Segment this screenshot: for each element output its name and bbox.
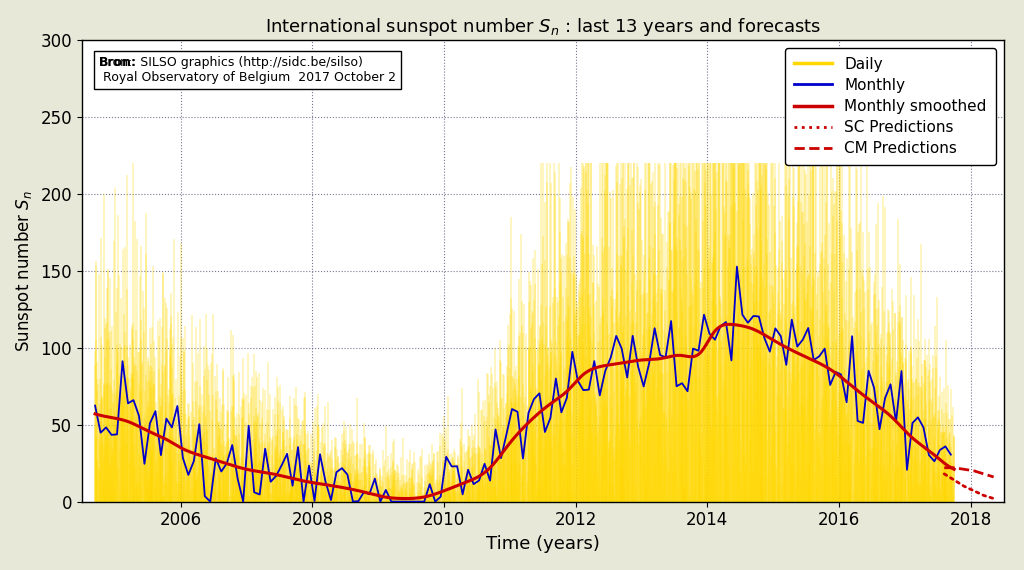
Title: International sunspot number $S_n$ : last 13 years and forecasts: International sunspot number $S_n$ : las… (264, 15, 821, 38)
Y-axis label: Sunspot number $S_n$: Sunspot number $S_n$ (13, 190, 35, 352)
Text: Bron:  SILSO graphics (http://sidc.be/silso)
 Royal Observatory of Belgium  2017: Bron: SILSO graphics (http://sidc.be/sil… (98, 56, 395, 84)
Text: Bron:: Bron: (98, 56, 136, 69)
X-axis label: Time (years): Time (years) (485, 535, 600, 553)
Legend: Daily, Monthly, Monthly smoothed, SC Predictions, CM Predictions: Daily, Monthly, Monthly smoothed, SC Pre… (784, 47, 996, 165)
